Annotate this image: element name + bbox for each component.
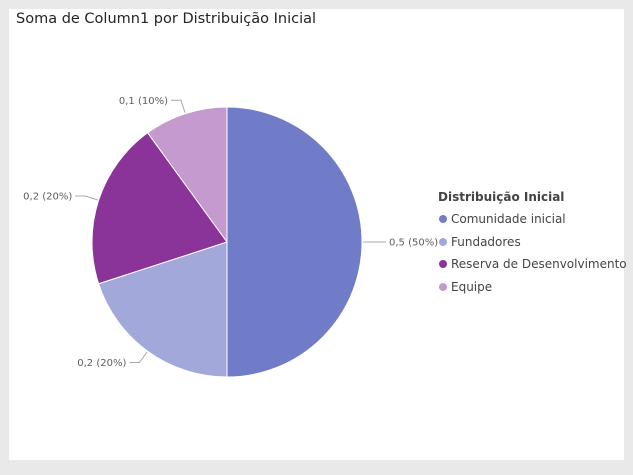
pie-slice-fundadores[interactable] (97, 241, 228, 378)
pie-slices (91, 106, 363, 378)
pie-leader-lines (75, 99, 386, 363)
legend-item-comunidade-inicial[interactable]: Comunidade inicial (438, 208, 627, 231)
leader-line-fundadores (129, 351, 148, 363)
legend: Distribuição Inicial Comunidade inicial F… (438, 190, 627, 298)
legend-marker-icon (439, 260, 447, 269)
data-label-comunidade-inicial: 0,5 (50%) (389, 238, 438, 249)
legend-title: Distribuição Inicial (438, 190, 565, 204)
legend-item-reserva-de-desenvolvimento[interactable]: Reserva de Desenvolvimento (438, 253, 627, 276)
pie-data-labels: 0,5 (50%) 0,2 (20%) 0,2 (20%) 0,1 (10%) (23, 96, 438, 369)
pie-slice-equipe[interactable] (146, 106, 228, 244)
legend-items: Comunidade inicial Fundadores Reserva de D… (438, 208, 627, 298)
pie-chart: 0,5 (50%) 0,2 (20%) 0,2 (20%) 0,1 (10%) (23, 96, 438, 378)
pie-slice-comunidade-inicial[interactable] (226, 106, 363, 378)
chart-title: Soma de Column1 por Distribuição Inicial (16, 11, 317, 27)
legend-marker-icon (439, 237, 447, 246)
legend-label: Fundadores (451, 234, 521, 249)
pie-chart-visual[interactable]: Soma de Column1 por Distribuição Inicial… (9, 9, 627, 460)
leader-line-reserva-de-desenvolvimento (75, 195, 98, 201)
legend-marker-icon (439, 215, 447, 224)
data-label-equipe: 0,1 (10%) (119, 96, 168, 107)
legend-label: Equipe (451, 279, 493, 294)
data-label-fundadores: 0,2 (20%) (77, 358, 126, 369)
legend-label: Comunidade inicial (451, 212, 566, 227)
pie-slice-reserva-de-desenvolvimento[interactable] (91, 132, 228, 285)
legend-item-fundadores[interactable]: Fundadores (438, 231, 627, 254)
legend-marker-icon (439, 282, 447, 291)
data-label-reserva-de-desenvolvimento: 0,2 (20%) (23, 192, 72, 203)
legend-item-equipe[interactable]: Equipe (438, 276, 627, 299)
leader-line-equipe (171, 99, 186, 113)
legend-label: Reserva de Desenvolvimento (451, 257, 627, 272)
